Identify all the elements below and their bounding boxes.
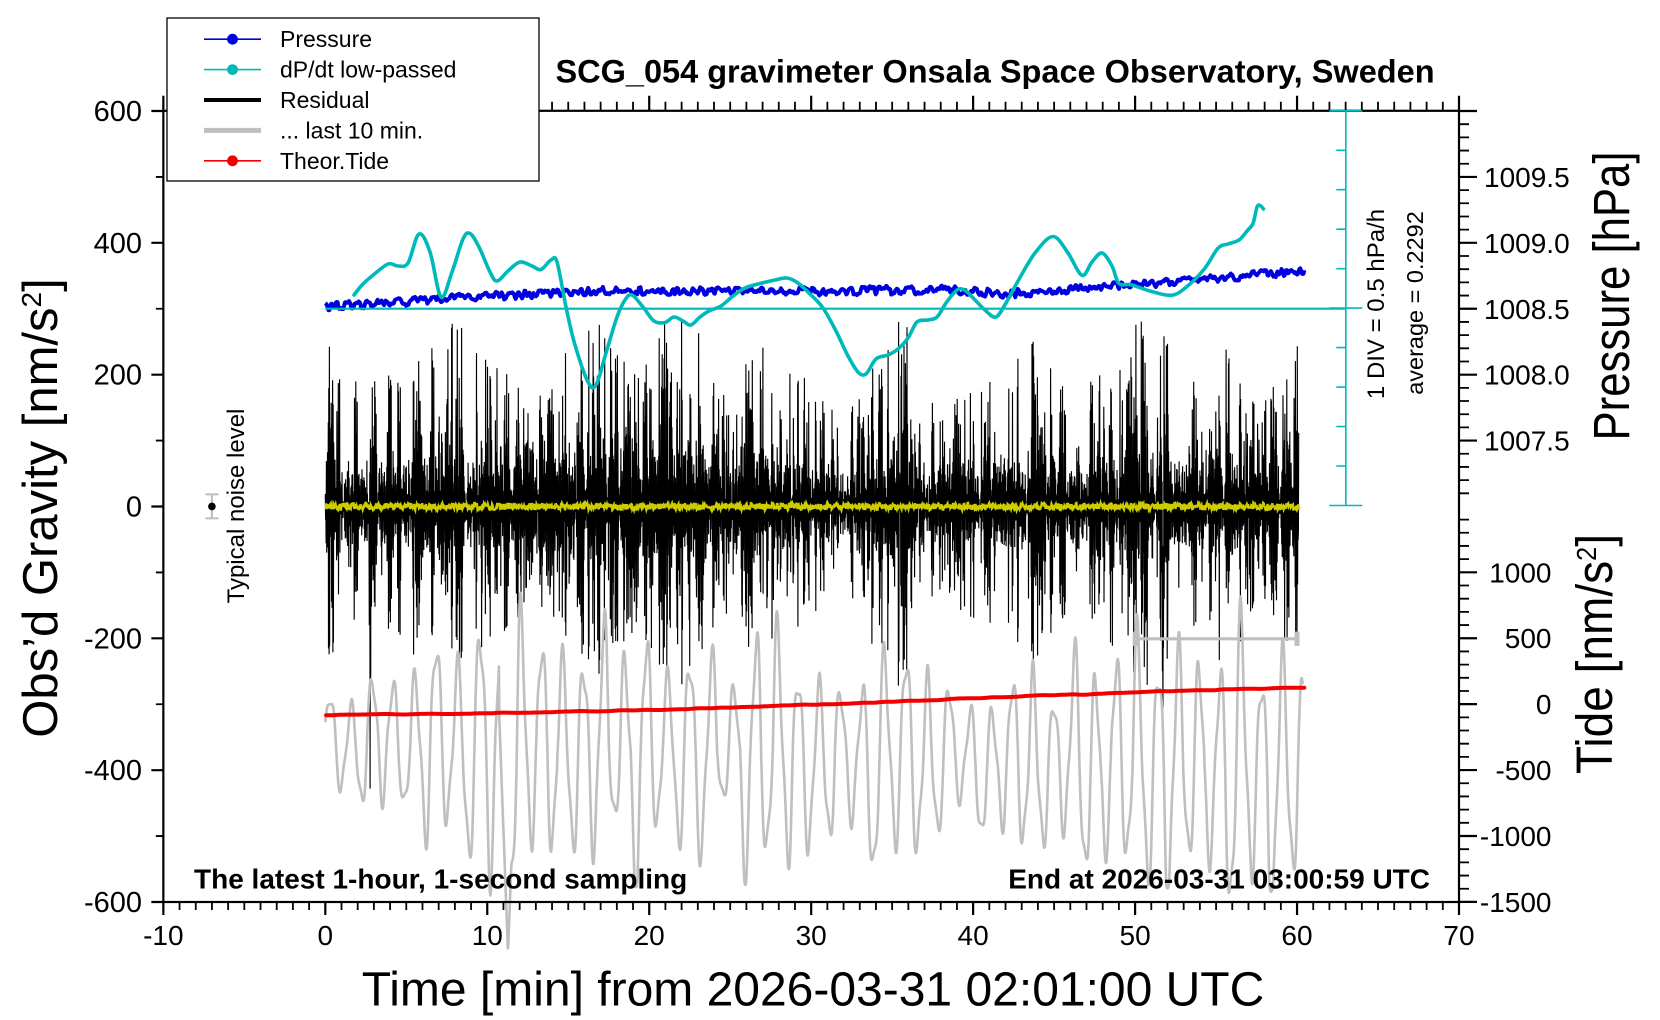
svg-text:Pressure: Pressure (280, 26, 372, 52)
svg-text:600: 600 (94, 96, 142, 128)
svg-text:-500: -500 (1495, 755, 1551, 786)
svg-text:Obs’d Gravity [nm/s2]: Obs’d Gravity [nm/s2] (14, 278, 68, 737)
svg-text:1008.0: 1008.0 (1484, 360, 1570, 391)
svg-text:70: 70 (1443, 920, 1474, 951)
svg-text:500: 500 (1505, 623, 1552, 654)
svg-text:End at 2026-03-31 03:00:59 UTC: End at 2026-03-31 03:00:59 UTC (1008, 864, 1430, 895)
svg-text:1007.5: 1007.5 (1484, 426, 1570, 457)
svg-text:dP/dt low-passed: dP/dt low-passed (280, 57, 456, 83)
svg-text:-400: -400 (84, 755, 142, 787)
svg-text:average = 0.2292: average = 0.2292 (1402, 211, 1428, 395)
svg-text:1008.5: 1008.5 (1484, 294, 1570, 325)
svg-text:Time [min] from 2026-03-31 02:: Time [min] from 2026-03-31 02:01:00 UTC (362, 964, 1265, 1017)
svg-text:The latest 1-hour, 1-second sa: The latest 1-hour, 1-second sampling (194, 864, 687, 895)
svg-text:... last 10 min.: ... last 10 min. (280, 117, 423, 143)
svg-text:1009.5: 1009.5 (1484, 162, 1570, 193)
svg-text:SCG_054 gravimeter Onsala Spac: SCG_054 gravimeter Onsala Space Observat… (555, 53, 1434, 89)
svg-text:-10: -10 (143, 920, 183, 951)
svg-text:400: 400 (94, 228, 142, 260)
svg-text:20: 20 (634, 920, 665, 951)
svg-text:1009.0: 1009.0 (1484, 228, 1570, 259)
svg-text:200: 200 (94, 360, 142, 392)
svg-text:30: 30 (796, 920, 827, 951)
svg-text:1 DIV = 0.5 hPa/h: 1 DIV = 0.5 hPa/h (1363, 209, 1390, 399)
svg-text:Pressure [hPa]: Pressure [hPa] (1583, 152, 1640, 441)
svg-text:40: 40 (958, 920, 989, 951)
svg-text:Residual: Residual (280, 87, 370, 113)
svg-text:50: 50 (1120, 920, 1151, 951)
svg-text:60: 60 (1281, 920, 1312, 951)
svg-text:-600: -600 (84, 887, 142, 919)
svg-text:-1500: -1500 (1480, 887, 1552, 918)
svg-text:0: 0 (318, 920, 334, 951)
svg-text:Typical noise level: Typical noise level (223, 409, 250, 604)
svg-text:1000: 1000 (1489, 557, 1551, 588)
svg-text:-200: -200 (84, 623, 142, 655)
svg-text:10: 10 (472, 920, 503, 951)
svg-text:0: 0 (126, 492, 142, 524)
svg-text:Tide [nm/s2]: Tide [nm/s2] (1566, 534, 1623, 774)
svg-text:Theor.Tide: Theor.Tide (280, 148, 389, 174)
svg-text:-1000: -1000 (1480, 821, 1552, 852)
svg-text:0: 0 (1536, 689, 1552, 720)
